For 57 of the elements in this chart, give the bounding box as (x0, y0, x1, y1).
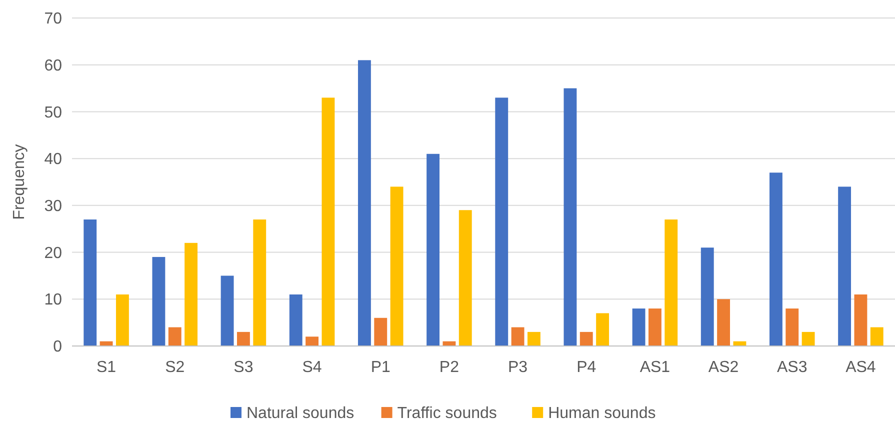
bar (700, 248, 714, 346)
x-tick-label: AS3 (777, 359, 808, 376)
bar (527, 332, 540, 346)
bar (306, 336, 319, 346)
bar (358, 60, 371, 346)
x-tick-label: P1 (370, 359, 391, 376)
bar (458, 210, 472, 346)
y-tick-label: 70 (44, 10, 62, 28)
bar (168, 327, 182, 346)
bar (632, 308, 646, 346)
x-tick-label: P2 (439, 359, 460, 376)
x-tick-label: AS2 (708, 359, 739, 376)
bar (426, 154, 440, 346)
legend-label: Traffic sounds (397, 405, 497, 422)
legend-label: Human sounds (548, 405, 656, 422)
x-tick-label: S3 (234, 359, 254, 376)
bar (322, 98, 335, 346)
bar (116, 294, 129, 346)
bar (289, 294, 302, 346)
y-axis-title: Frequency (11, 144, 28, 220)
bar (870, 327, 884, 346)
bar (786, 308, 799, 346)
bar (802, 332, 815, 346)
bar (236, 332, 250, 346)
bar (390, 186, 404, 346)
bar (220, 276, 234, 346)
y-tick-label: 40 (44, 151, 62, 168)
bar (648, 308, 662, 346)
bar (495, 98, 508, 346)
bar (374, 318, 388, 346)
bar (84, 219, 97, 346)
bar (184, 242, 198, 346)
bar (511, 327, 524, 346)
y-tick-label: 30 (44, 198, 62, 216)
x-tick-label: S1 (96, 359, 116, 376)
y-tick-label: 20 (44, 244, 62, 262)
x-tick-label: AS4 (846, 359, 876, 376)
bar (854, 294, 868, 346)
x-tick-label: P4 (576, 359, 596, 376)
bar (838, 186, 852, 346)
bar (152, 256, 166, 346)
x-tick-label: S2 (165, 359, 185, 376)
bar (769, 172, 782, 346)
bar (664, 219, 678, 346)
y-tick-label: 10 (44, 292, 62, 309)
bar (564, 88, 577, 346)
x-tick-label: AS1 (640, 359, 670, 376)
legend-label: Natural sounds (246, 405, 354, 422)
bar (717, 299, 730, 346)
y-tick-label: 50 (44, 104, 62, 122)
x-tick-label: P3 (508, 359, 528, 376)
x-tick-label: S4 (302, 359, 322, 376)
y-tick-label: 60 (44, 57, 62, 74)
bar (580, 332, 593, 346)
bar (596, 313, 610, 346)
y-tick-label: 0 (53, 338, 62, 356)
bar (253, 219, 266, 346)
